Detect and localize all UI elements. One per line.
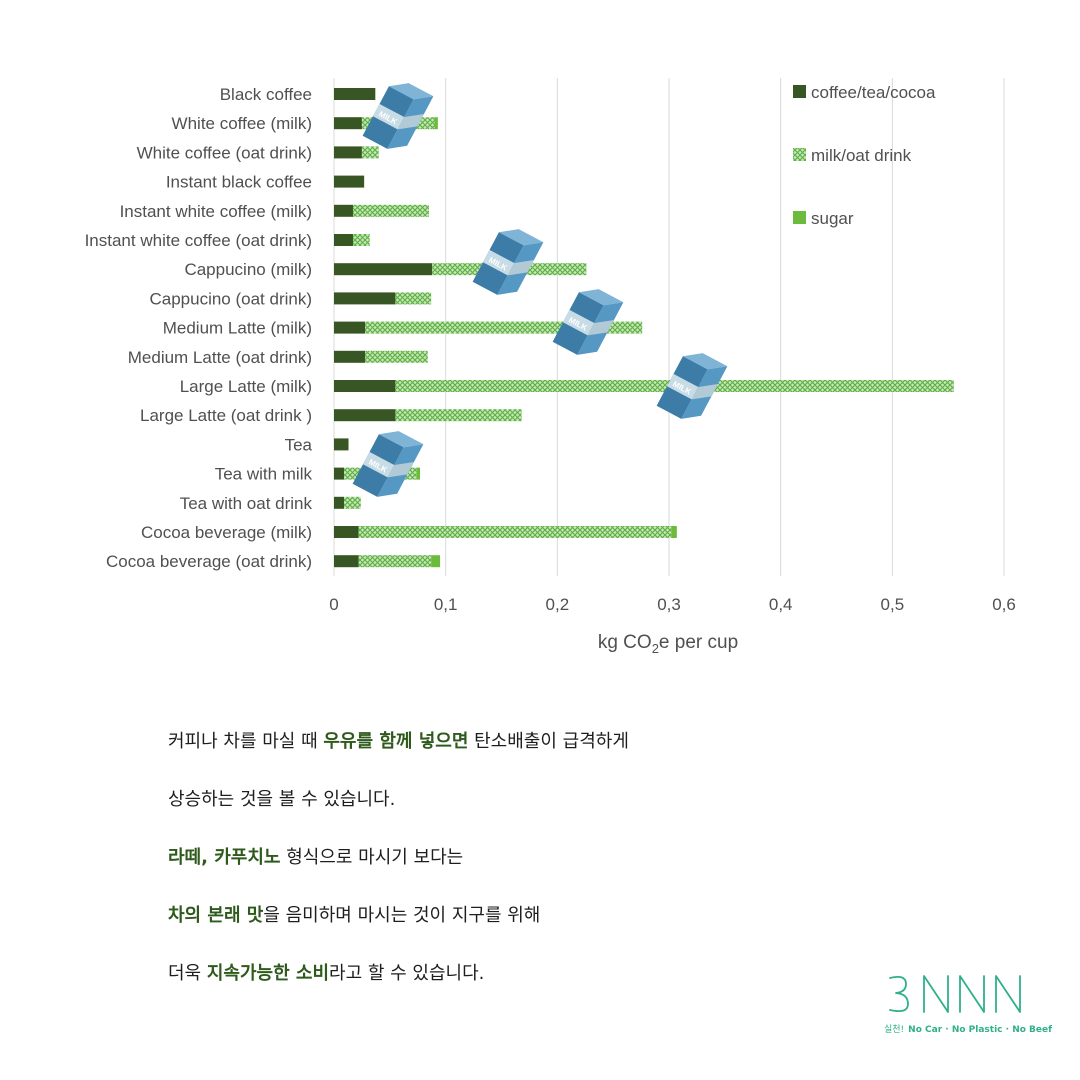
highlight-segment: 우유를 함께 넣으면 [323,731,469,752]
co2-bar-chart: Black coffee White coffee (milk) White cof… [85,78,1016,656]
highlight-segment: 지속가능한 소비 [206,963,330,984]
category-label: Large Latte (milk) [180,377,312,396]
x-tick-label: 0,6 [992,595,1016,614]
bar-coffee-tea-cocoa [334,234,353,246]
bar-milk-oat-drink [358,555,432,568]
milk-carton-icon: MILK [472,229,544,295]
bar-milk-oat-drink [352,204,429,217]
x-tick-label: 0,3 [657,595,681,614]
category-labels: Black coffee White coffee (milk) White cof… [85,85,313,571]
text-segment: 을 음미하며 마시는 것이 지구를 위해 [263,905,541,926]
x-tick-label: 0 [329,595,338,614]
text-segment: 탄소배출이 급격하게 [468,731,629,752]
category-label: Instant white coffee (milk) [120,202,312,221]
bar-milk-oat-drink [395,409,522,422]
category-label: Cappucino (milk) [184,260,312,279]
text-line-3: 라떼, 카푸치노 형식으로 마시기 보다는 [168,848,928,906]
legend-swatch [793,211,806,224]
bar-coffee-tea-cocoa [334,175,365,188]
milk-carton-icon: MILK [362,83,434,149]
legend-label: coffee/tea/cocoa [811,83,936,102]
text-segment: 라고 할 수 있습니다. [329,963,485,984]
legend-label: sugar [811,209,854,228]
bar-coffee-tea-cocoa [334,467,345,480]
category-label: Cocoa beverage (milk) [141,523,312,542]
category-label: Tea with milk [215,465,313,484]
bar-coffee-tea-cocoa [334,555,359,568]
legend-swatch [793,148,806,161]
category-label: White coffee (milk) [172,114,312,133]
bar-coffee-tea-cocoa [334,292,396,305]
category-label: Tea [285,435,313,454]
bar-coffee-tea-cocoa [334,88,376,100]
text-segment: 상승하는 것을 볼 수 있습니다. [168,789,396,810]
bar-sugar [431,555,441,568]
bar-coffee-tea-cocoa [334,350,366,363]
bar-sugar [434,117,438,130]
bar-milk-oat-drink [352,234,370,246]
bar-coffee-tea-cocoa [334,321,366,334]
category-label: Tea with oat drink [180,494,313,513]
legend-label: milk/oat drink [811,146,912,165]
text-line-2: 상승하는 것을 볼 수 있습니다. [168,790,928,848]
x-tick-label: 0,2 [546,595,570,614]
x-tick-label: 0,1 [434,595,458,614]
logo-tagline-text: No Car · No Plastic · No Beef [908,1025,1053,1035]
description-text: 커피나 차를 마실 때 우유를 함께 넣으면 탄소배출이 급격하게 상승하는 것… [168,732,928,1022]
text-segment: 형식으로 마시기 보다는 [280,847,464,868]
bar-coffee-tea-cocoa [334,438,349,451]
x-axis-title: kg CO2e per cup [598,632,738,656]
bar-coffee-tea-cocoa [334,263,433,276]
brand-logo: 실천! No Car · No Plastic · No Beef [884,968,1052,1038]
x-tick-label: 0,5 [881,595,905,614]
bar-coffee-tea-cocoa [334,526,359,538]
category-label: Cappucino (oat drink) [149,289,312,308]
bar-milk-oat-drink [344,496,361,509]
3nnn-logo-icon [889,975,1021,1013]
logo-korean: 실천! [884,1025,905,1035]
text-segment: 더욱 [168,963,207,984]
category-label: Black coffee [220,85,312,104]
logo-tagline: 실천! No Car · No Plastic · No Beef [884,1022,1052,1035]
category-label: Cocoa beverage (oat drink) [106,552,312,571]
bar-milk-oat-drink [361,146,379,159]
x-tick-label: 0,4 [769,595,793,614]
legend-swatch [793,85,806,98]
highlight-segment: 차의 본래 맛 [168,905,264,926]
category-label: Instant black coffee [166,173,312,192]
bar-sugar [671,526,677,538]
category-label: Instant white coffee (oat drink) [85,231,312,250]
text-segment: 커피나 차를 마실 때 [168,731,324,752]
category-label: Medium Latte (oat drink) [128,348,312,367]
bar-coffee-tea-cocoa [334,204,353,217]
category-label: Large Latte (oat drink ) [140,406,312,425]
legend: coffee/tea/cocoa milk/oat drink sugar [793,83,936,228]
bar-sugar [416,467,420,480]
bar-coffee-tea-cocoa [334,409,396,422]
x-tick-labels: 0 0,1 0,2 0,3 0,4 0,5 0,6 [329,595,1016,614]
bar-coffee-tea-cocoa [334,117,362,130]
bar-milk-oat-drink [365,350,428,363]
bar-coffee-tea-cocoa [334,146,362,159]
bar-coffee-tea-cocoa [334,496,345,509]
category-label: White coffee (oat drink) [137,143,312,162]
highlight-segment: 라떼, 카푸치노 [168,847,281,868]
text-line-5: 더욱 지속가능한 소비라고 할 수 있습니다. [168,964,928,1022]
bar-milk-oat-drink [358,526,672,538]
milk-carton-icon: MILK [552,289,624,355]
category-label: Medium Latte (milk) [163,319,312,338]
milk-carton-icon: MILK [352,431,424,497]
bar-coffee-tea-cocoa [334,380,396,392]
text-line-4: 차의 본래 맛을 음미하며 마시는 것이 지구를 위해 [168,906,928,964]
bar-milk-oat-drink [395,292,432,305]
text-line-1: 커피나 차를 마실 때 우유를 함께 넣으면 탄소배출이 급격하게 [168,732,928,790]
milk-carton-icon: MILK [656,353,728,419]
